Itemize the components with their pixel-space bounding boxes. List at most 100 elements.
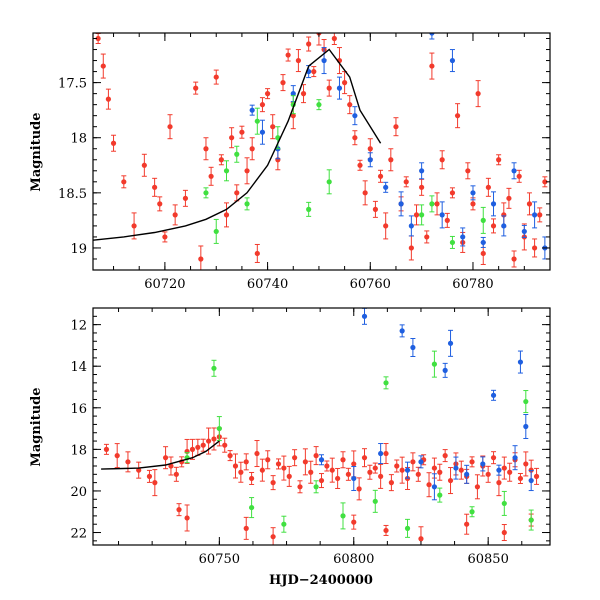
bottom-point-green — [437, 492, 443, 498]
bottom-point-red — [162, 455, 169, 461]
top-point-red — [393, 124, 399, 130]
top-y-tick-label: 18.5 — [58, 187, 87, 202]
bottom-point-red — [329, 467, 335, 473]
bottom-point-red — [394, 463, 400, 469]
top-x-tick-label: 60720 — [144, 277, 185, 292]
top-point-green — [234, 151, 240, 157]
top-series-red — [95, 33, 548, 270]
top-point-blue — [419, 168, 425, 174]
bottom-point-red — [275, 461, 282, 467]
top-point-red — [470, 201, 476, 207]
top-point-red — [198, 256, 204, 262]
top-point-red — [413, 212, 420, 218]
top-point-red — [306, 41, 312, 47]
bottom-point-red — [351, 461, 357, 467]
top-point-red — [203, 146, 209, 152]
bottom-point-red — [490, 455, 497, 461]
bottom-point-blue — [496, 467, 502, 473]
bottom-point-green — [372, 498, 378, 504]
bottom-point-red — [243, 525, 249, 531]
top-point-red — [485, 184, 491, 190]
bottom-point-blue — [399, 328, 405, 334]
bottom-point-blue — [480, 461, 486, 467]
top-point-red — [526, 201, 533, 207]
bottom-point-red — [302, 459, 308, 465]
bottom-series-green — [184, 350, 534, 538]
top-point-green — [213, 228, 219, 235]
top-point-red — [342, 80, 348, 86]
bottom-point-red — [431, 465, 438, 471]
top-point-green — [429, 201, 435, 207]
bottom-point-red — [211, 436, 217, 442]
top-point-red — [239, 129, 245, 135]
bottom-point-green — [249, 504, 255, 511]
bottom-point-green — [469, 509, 475, 515]
top-point-red — [249, 146, 255, 152]
bottom-y-axis-title: Magnitude — [29, 387, 44, 466]
top-point-red — [511, 256, 517, 262]
bottom-point-green — [523, 398, 529, 405]
bottom-point-red — [496, 480, 502, 486]
top-point-red — [439, 157, 445, 163]
top-point-red — [213, 74, 219, 80]
bottom-point-blue — [512, 455, 518, 461]
top-point-red — [280, 80, 286, 86]
bottom-point-green — [383, 380, 389, 386]
top-point-red — [444, 217, 450, 223]
bottom-point-red — [523, 461, 529, 467]
top-point-red — [152, 184, 158, 190]
top-point-red — [218, 157, 224, 163]
top-point-red — [377, 173, 384, 179]
top-point-blue — [521, 228, 527, 235]
top-y-tick-label: 19 — [70, 242, 87, 257]
bottom-point-red — [340, 457, 346, 463]
top-point-red — [141, 162, 147, 168]
bottom-point-red — [356, 486, 362, 492]
top-point-blue — [511, 168, 517, 174]
top-y-tick-label: 17.5 — [58, 77, 87, 92]
bottom-point-blue — [404, 467, 411, 473]
top-point-green — [254, 118, 260, 124]
top-point-red — [100, 63, 106, 69]
top-point-red — [357, 162, 363, 168]
bottom-point-red — [378, 473, 384, 479]
bottom-point-red — [345, 471, 351, 477]
bottom-point-red — [259, 467, 265, 473]
top-point-red — [419, 184, 425, 190]
bottom-point-red — [238, 469, 244, 475]
bottom-point-red — [270, 480, 276, 486]
bottom-axes-frame — [92, 307, 551, 546]
bottom-point-red — [501, 529, 507, 536]
top-point-blue — [352, 113, 358, 119]
bottom-plot-area — [101, 308, 540, 545]
top-point-blue — [383, 184, 389, 190]
bottom-x-axis-title: HJD−2400000 — [269, 573, 373, 588]
bottom-point-red — [103, 446, 110, 452]
top-point-red — [537, 212, 543, 218]
top-point-red — [229, 135, 235, 141]
top-panel: 60720 60740 60760 60780 17.5 18 18.5 19 Magnitu… — [29, 32, 551, 292]
bottom-point-red — [485, 471, 491, 477]
top-point-red — [131, 223, 137, 229]
bottom-point-blue — [351, 475, 357, 482]
top-plot-area — [93, 33, 548, 270]
top-point-red — [300, 91, 307, 97]
bottom-y-tick-label: 14 — [70, 360, 87, 375]
top-point-red — [182, 195, 189, 201]
bottom-ticks: 60750 60800 60850 12 14 16 18 20 22 — [70, 307, 550, 567]
top-point-green — [326, 179, 332, 185]
top-point-red — [295, 57, 301, 64]
bottom-point-blue — [361, 313, 368, 319]
bottom-point-green — [340, 513, 346, 519]
top-point-red — [121, 179, 127, 185]
bottom-point-blue — [447, 340, 454, 346]
bottom-point-red — [372, 465, 378, 471]
top-point-red — [408, 245, 414, 251]
top-point-blue — [367, 157, 373, 163]
bottom-point-red — [474, 484, 481, 490]
bottom-point-red — [286, 473, 292, 479]
top-point-red — [234, 190, 240, 196]
bottom-point-green — [528, 517, 534, 523]
bottom-model-curve — [101, 440, 220, 470]
bottom-point-blue — [318, 457, 325, 463]
